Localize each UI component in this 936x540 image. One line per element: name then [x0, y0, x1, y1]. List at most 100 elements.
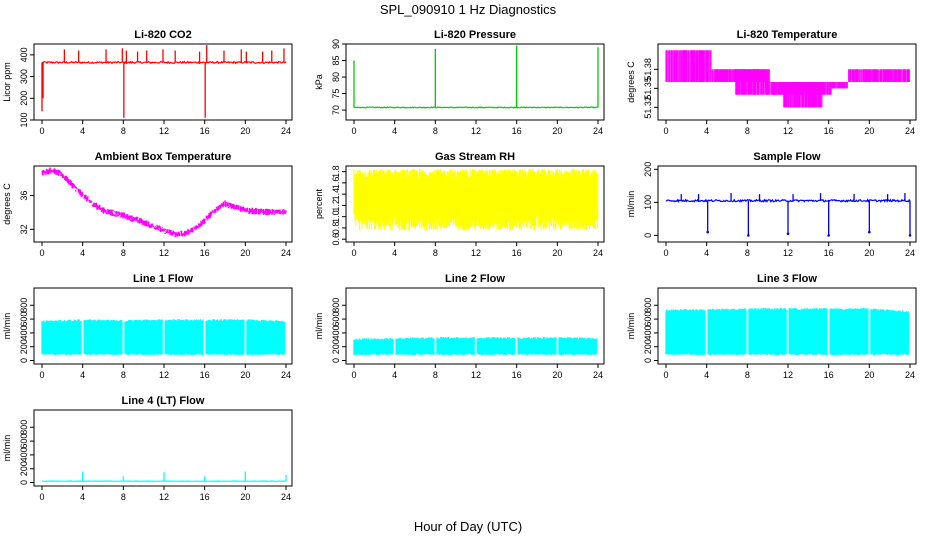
x-tick-label: 20: [240, 370, 250, 380]
chart-panel-pressure: Li-820 Pressure 0 4 8 12 16 20 24 70 75 80 85 90 kPa: [314, 29, 605, 136]
y-tick-label: 200: [643, 162, 653, 177]
y-tick-label: 1.2: [331, 199, 341, 212]
y-tick-label: 1.8: [331, 165, 341, 178]
plot-frame: [345, 165, 605, 243]
drop-point: [908, 234, 912, 237]
y-tick-label: 400: [19, 47, 29, 62]
plot-frame: [345, 43, 605, 121]
y-tick-label: 200: [643, 339, 653, 354]
x-tick-label: 12: [159, 248, 169, 258]
series-line1: [41, 319, 286, 356]
x-tick-label: 4: [392, 370, 397, 380]
y-tick-label: 51.32: [643, 96, 653, 119]
x-tick-label: 12: [159, 492, 169, 502]
x-tick-label: 24: [905, 248, 915, 258]
x-tick-label: 8: [121, 126, 126, 136]
series-ambient: [41, 167, 287, 238]
temperature-band: [666, 50, 712, 82]
x-tick-label: 12: [783, 126, 793, 136]
y-tick-label: 200: [19, 461, 29, 476]
y-tick-label: 100: [643, 195, 653, 210]
x-tick-label: 24: [281, 126, 291, 136]
x-tick-label: 4: [80, 126, 85, 136]
x-tick-label: 12: [471, 370, 481, 380]
x-tick-label: 12: [783, 370, 793, 380]
panel-title: Li-820 Temperature: [737, 29, 838, 41]
y-tick-label: 0: [643, 233, 653, 238]
figure-xlabel: Hour of Day (UTC): [414, 519, 522, 534]
plot-frame: [657, 43, 917, 121]
y-tick-label: 400: [331, 325, 341, 340]
y-tick-label: 800: [643, 298, 653, 313]
trace-line: [353, 106, 599, 109]
y-tick-label: 80: [331, 72, 341, 82]
x-tick-label: 0: [39, 248, 44, 258]
y-tick-label: 600: [19, 434, 29, 449]
x-tick-label: 8: [121, 248, 126, 258]
x-tick-label: 12: [159, 370, 169, 380]
x-tick-label: 4: [704, 248, 709, 258]
y-tick-label: 800: [19, 420, 29, 435]
y-tick-label: 75: [331, 89, 341, 99]
figure-title: SPL_090910 1 Hz Diagnostics: [380, 2, 557, 17]
panel-title: Line 4 (LT) Flow: [122, 395, 205, 407]
panel-title: Li-820 Pressure: [434, 29, 516, 41]
y-tick-label: 600: [643, 312, 653, 327]
y-tick-label: 100: [19, 112, 29, 127]
x-tick-label: 20: [552, 126, 562, 136]
x-tick-label: 4: [704, 370, 709, 380]
plot-frame: [33, 409, 293, 487]
x-tick-label: 0: [351, 126, 356, 136]
series-line2: [353, 337, 598, 356]
plot-frame: [657, 165, 917, 243]
panel-title: Gas Stream RH: [435, 151, 515, 163]
series-line3: [665, 308, 910, 356]
x-tick-label: 8: [433, 126, 438, 136]
series-rh: [353, 168, 599, 231]
y-tick-label: 800: [331, 298, 341, 313]
y-tick-label: 70: [331, 105, 341, 115]
y-tick-label: 200: [19, 339, 29, 354]
x-tick-label: 12: [471, 248, 481, 258]
x-tick-label: 12: [471, 126, 481, 136]
y-tick-label: 400: [19, 447, 29, 462]
panel-title: Line 1 Flow: [133, 273, 193, 285]
x-tick-label: 20: [552, 248, 562, 258]
x-tick-label: 20: [240, 126, 250, 136]
x-tick-label: 16: [512, 370, 522, 380]
x-tick-label: 20: [864, 126, 874, 136]
series-pressure: [353, 45, 599, 109]
x-tick-label: 24: [281, 248, 291, 258]
x-tick-label: 0: [39, 370, 44, 380]
drop-point: [786, 232, 790, 236]
series-co2: [41, 45, 287, 118]
x-tick-label: 16: [512, 248, 522, 258]
y-tick-label: 0: [19, 358, 29, 363]
y-axis-label: ml/min: [2, 435, 12, 462]
y-tick-label: 36: [19, 191, 29, 201]
x-tick-label: 0: [39, 492, 44, 502]
x-tick-label: 16: [200, 248, 210, 258]
x-tick-label: 24: [281, 370, 291, 380]
x-tick-label: 4: [80, 370, 85, 380]
drop-point: [868, 230, 871, 234]
drop-point: [706, 230, 709, 234]
panel-title: Ambient Box Temperature: [95, 151, 232, 163]
y-tick-label: 1.4: [331, 188, 341, 201]
y-axis-label: ml/min: [626, 191, 636, 218]
x-tick-label: 16: [200, 126, 210, 136]
x-tick-label: 8: [745, 248, 750, 258]
x-tick-label: 16: [512, 126, 522, 136]
x-tick-label: 4: [392, 248, 397, 258]
plot-frame: [657, 287, 917, 365]
y-tick-label: 0.8: [331, 222, 341, 235]
x-tick-label: 24: [593, 248, 603, 258]
x-tick-label: 4: [80, 492, 85, 502]
chart-panel-sample: Sample Flow 0 4 8 12 16 20 24 0 100 200 ml/min: [626, 151, 917, 258]
y-tick-label: 600: [19, 312, 29, 327]
y-tick-label: 600: [331, 312, 341, 327]
y-axis-label: ml/min: [2, 313, 12, 340]
y-tick-label: 1.6: [331, 177, 341, 190]
